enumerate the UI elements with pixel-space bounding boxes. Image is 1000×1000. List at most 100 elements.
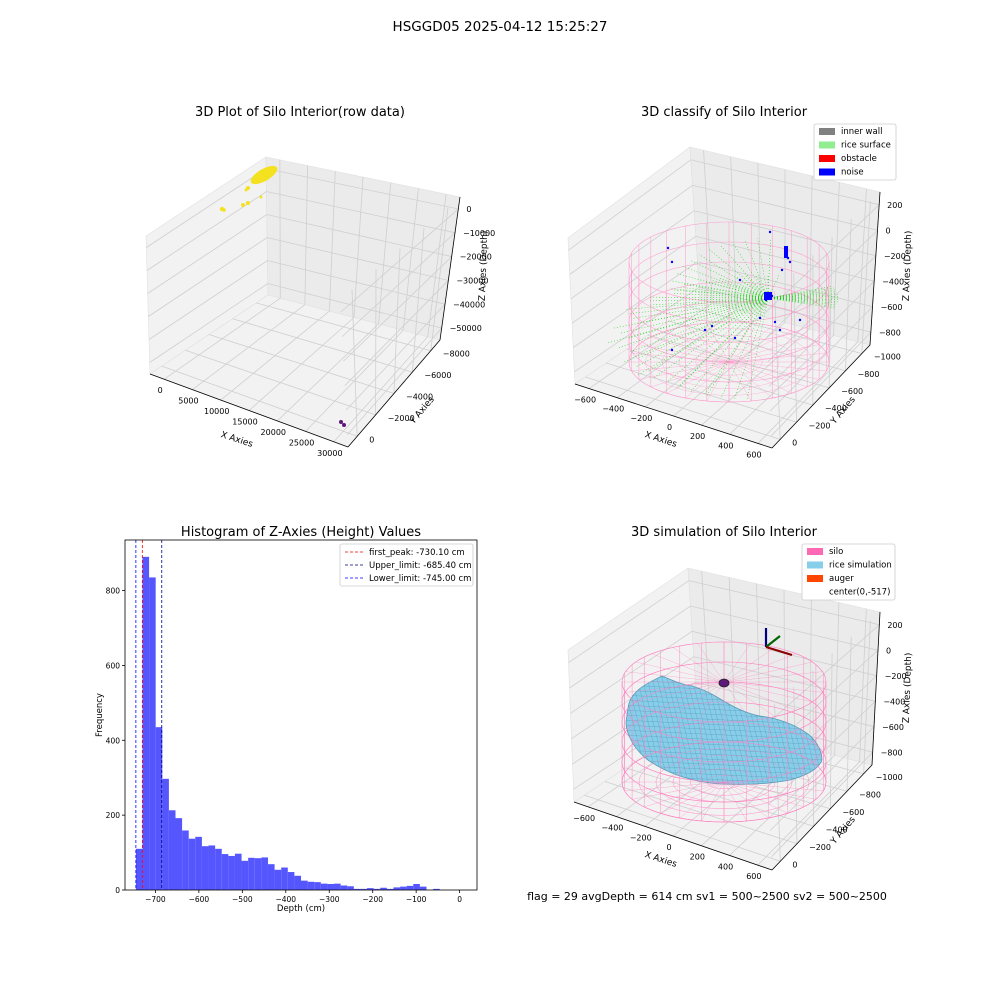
y-tick-label: −800	[859, 790, 881, 799]
raw-y-ticks: 0 −2000 −4000 −6000 −8000	[369, 350, 470, 445]
y-tick-label: −200	[809, 421, 831, 430]
histogram-title: Histogram of Z-Axies (Height) Values	[181, 525, 421, 540]
x-tick-label: −600	[573, 814, 595, 823]
histogram-bar	[327, 884, 335, 890]
legend-label: auger	[829, 574, 854, 584]
legend-swatch	[807, 575, 823, 582]
x-tick-label: 5000	[178, 397, 198, 406]
y-tick-label: 200	[106, 811, 121, 820]
raw-z-ticks: 0 −10000 −20000 −30000 −40000 −50000	[450, 205, 495, 333]
histogram-bar	[340, 885, 348, 890]
histogram-bar	[234, 853, 242, 890]
x-tick-label: −600	[574, 396, 596, 405]
y-tick-label: −400	[826, 825, 848, 834]
x-tick-label: 600	[746, 450, 761, 459]
histogram-bar	[413, 884, 420, 890]
legend-swatch	[807, 548, 823, 555]
simulation-x-label: X Axies	[643, 850, 678, 870]
simulation-legend: silo rice simulation auger center(0,-517)	[801, 543, 896, 601]
classify-3d-plot: 3D classify of Silo Interior −600 −400 −20…	[567, 105, 914, 460]
x-tick-label: −200	[630, 414, 652, 423]
histogram-bar	[201, 846, 209, 890]
legend-label: obstacle	[841, 154, 877, 164]
simulation-y-ticks: 0 −200 −400 −600 −800 −1000	[792, 773, 902, 870]
z-tick-label: 0	[466, 205, 471, 214]
classify-y-ticks: 0 −200 −400 −600 −800 −1000	[792, 353, 901, 448]
classify-x-label: X Axies	[643, 430, 678, 450]
histogram-bar	[221, 854, 229, 890]
y-tick-label: 0	[792, 860, 797, 869]
legend-label: rice surface	[841, 141, 891, 151]
histogram-bar	[294, 875, 301, 890]
histogram-legend: first_peak: -730.10 cm Upper_limit: -685.…	[339, 543, 474, 587]
histogram-bar	[334, 883, 341, 890]
histogram-bar	[195, 836, 202, 890]
simulation-3d-plot: 3D simulation of Silo Interior −600−400−…	[567, 525, 914, 881]
simulation-center-marker	[718, 678, 730, 688]
raw-outlier-cluster	[339, 420, 346, 427]
x-tick-label: 200	[690, 853, 705, 862]
classify-noise-points	[666, 230, 802, 352]
histogram-bar	[248, 857, 255, 890]
simulation-auger-axes	[764, 628, 793, 657]
histogram-bar	[314, 882, 321, 890]
classify-legend: inner wall rice surface obstacle noise	[813, 123, 897, 181]
figure-suptitle: HSGGD05 2025-04-12 15:25:27	[393, 19, 608, 35]
z-tick-label: −20000	[460, 253, 492, 262]
z-tick-label: −200	[885, 672, 907, 681]
histogram-bar	[353, 888, 361, 890]
z-tick-label: −800	[881, 748, 903, 757]
y-tick-label: −200	[809, 843, 831, 852]
z-tick-label: −400	[883, 697, 905, 706]
histogram-bar	[228, 855, 235, 890]
histogram-bar	[380, 887, 387, 890]
z-tick-label: −800	[879, 328, 901, 337]
x-tick-label: 10000	[204, 407, 229, 416]
x-tick-label: −400	[275, 895, 296, 904]
y-tick-label: −2000	[388, 414, 415, 423]
raw-main-cluster	[219, 165, 278, 212]
legend-swatch	[819, 128, 835, 135]
classify-x-ticks: −600 −400 −200 0 200 400 600	[574, 396, 761, 460]
histogram-bar	[208, 845, 216, 890]
legend-label: noise	[841, 168, 864, 178]
histogram-bar	[175, 818, 183, 890]
histogram-bar	[287, 872, 295, 890]
histogram-y-label: Frequency	[95, 693, 105, 737]
x-tick-label: −400	[602, 405, 624, 414]
histogram-bar	[367, 888, 374, 890]
histogram-plot-area	[124, 539, 478, 891]
legend-swatch	[819, 168, 835, 176]
x-tick-label: 0	[667, 423, 672, 432]
histogram-bar	[281, 867, 288, 890]
histogram-bar	[393, 887, 401, 890]
histogram-bar	[162, 778, 169, 890]
x-tick-label: −200	[362, 895, 383, 904]
z-tick-label: −50000	[450, 324, 482, 333]
simulation-z-label: Z Axies (Depth)	[902, 653, 914, 724]
x-tick-label: 25000	[289, 438, 314, 447]
histogram-x-label: Depth (cm)	[277, 904, 325, 914]
z-tick-label: −10000	[463, 229, 495, 238]
classify-z-label: Z Axies (Depth)	[902, 231, 914, 302]
histogram-bar	[215, 848, 222, 890]
histogram-bar	[267, 864, 275, 890]
y-tick-label: −600	[841, 387, 863, 396]
histogram-bar	[135, 848, 143, 890]
legend-label: inner wall	[841, 127, 882, 137]
histogram-bar	[433, 888, 440, 890]
raw-data-3d-plot: 3D Plot of Silo Interior(row data) 0 5000…	[145, 105, 495, 458]
legend-swatch	[807, 561, 823, 569]
histogram-bar	[301, 880, 308, 890]
legend-label: center(0,-517)	[829, 588, 890, 598]
histogram-bar	[406, 885, 414, 890]
z-tick-label: 200	[887, 621, 902, 630]
x-tick-label: 30000	[317, 449, 342, 458]
histogram-bar	[400, 886, 407, 890]
y-tick-label: −6000	[424, 371, 451, 380]
x-tick-label: −400	[601, 824, 623, 833]
histogram-bar	[419, 886, 427, 890]
classify-z-ticks: 200 0 −200 −400 −600 −800	[879, 201, 906, 338]
